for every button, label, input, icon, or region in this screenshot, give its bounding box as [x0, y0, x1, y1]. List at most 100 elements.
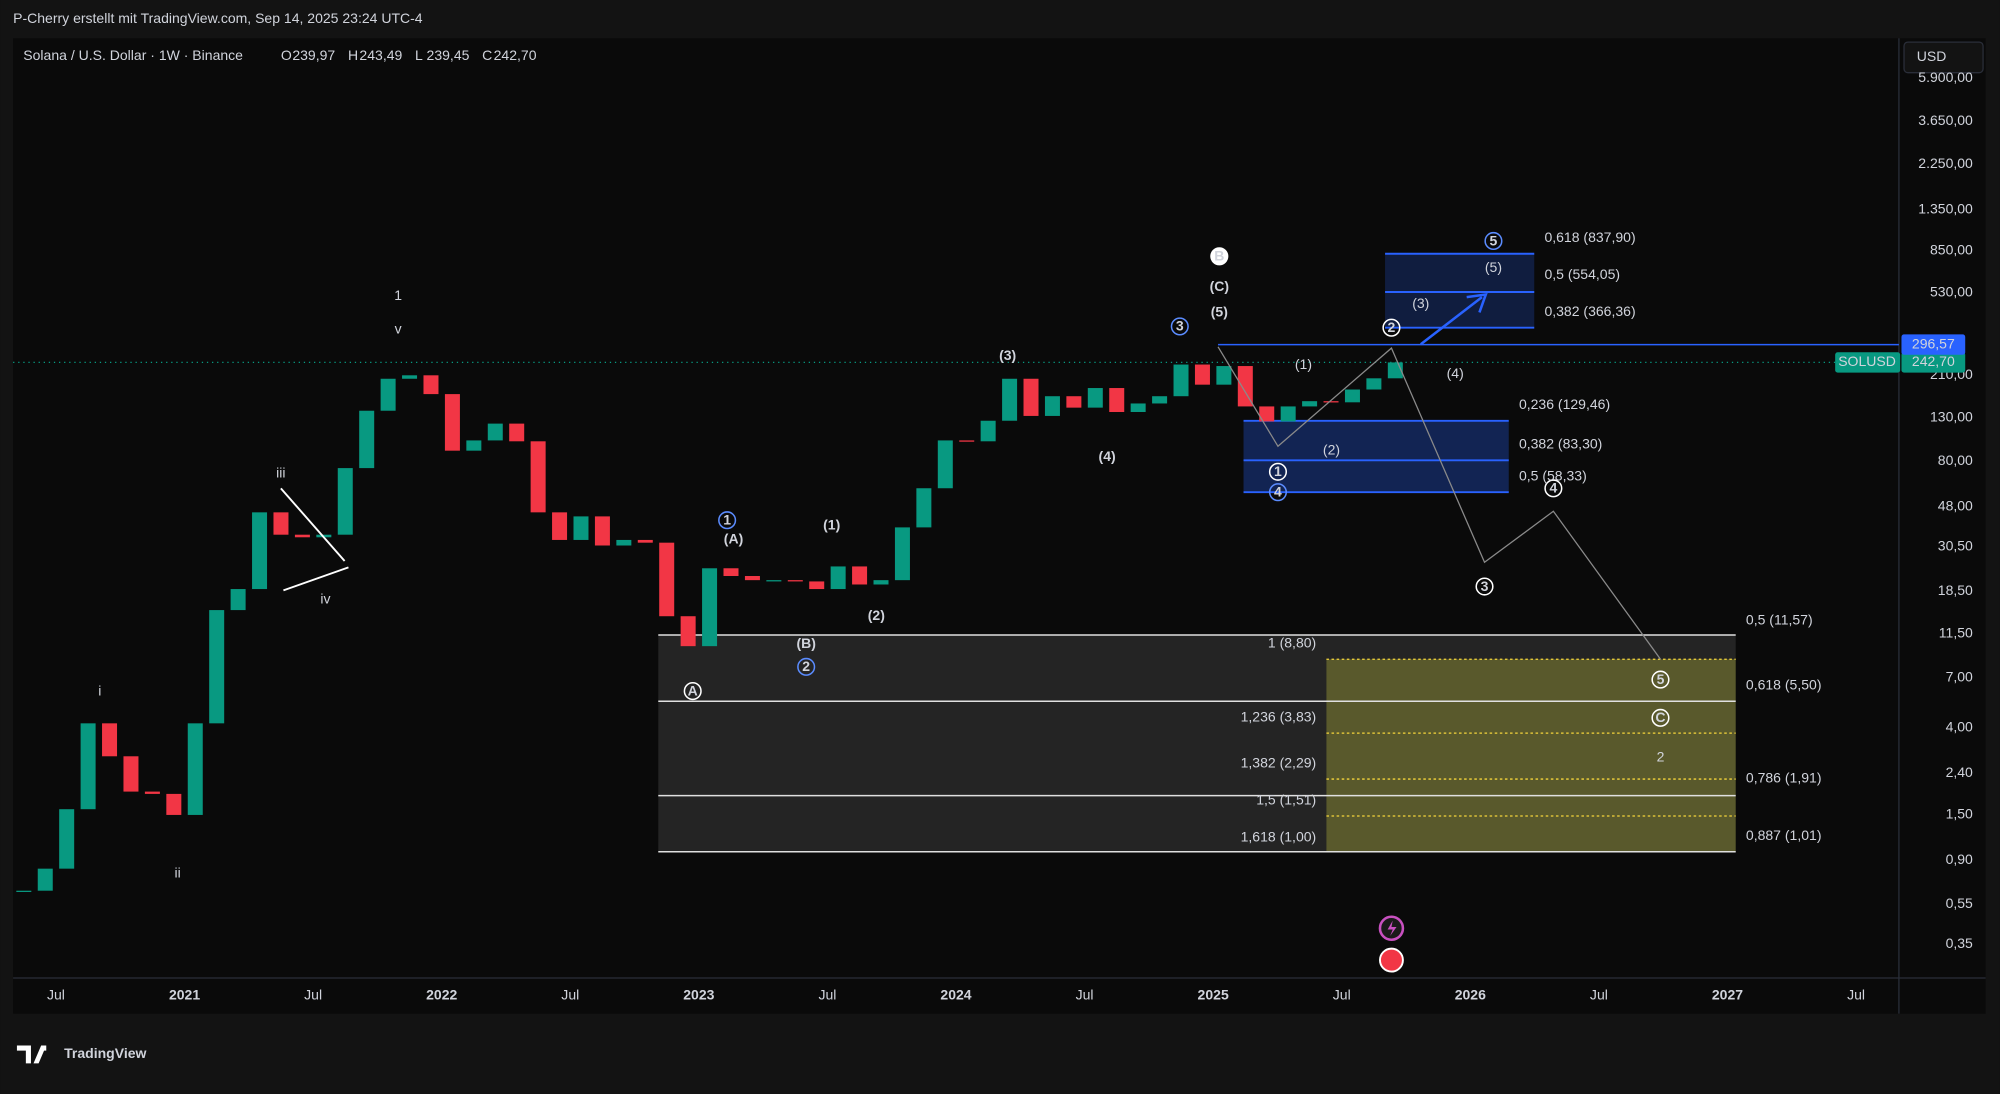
- candle: [637, 539, 653, 543]
- candle: [37, 868, 53, 891]
- x-tick-label: Jul: [1333, 987, 1351, 1003]
- y-tick-label: 18,50: [1938, 582, 1973, 598]
- x-tick-label: Jul: [304, 987, 322, 1003]
- candle: [616, 539, 632, 546]
- wave-label: 5: [1490, 232, 1498, 248]
- drawings: [280, 292, 1661, 973]
- candle: [1323, 401, 1339, 403]
- candle: [959, 440, 975, 442]
- event-icon[interactable]: [1387, 920, 1397, 936]
- candle: [1087, 388, 1103, 408]
- candle: [187, 723, 203, 815]
- fib-zone: [1243, 420, 1509, 493]
- wave-label: 3: [1176, 318, 1184, 334]
- wave-circle: [1544, 479, 1563, 498]
- currency[interactable]: USD: [1917, 48, 1947, 64]
- candle: [209, 610, 225, 724]
- triangle-line: [280, 487, 346, 562]
- candle: [166, 793, 182, 815]
- y-tick-label: 7,00: [1946, 669, 1973, 685]
- candle: [1044, 396, 1060, 416]
- ohlc-value: 239,45: [427, 47, 470, 63]
- candle: [423, 375, 439, 395]
- candle: [80, 723, 96, 810]
- fib-label: 0,618 (837,90): [1544, 229, 1635, 245]
- candle: [830, 566, 846, 590]
- ohlc-value: 239,97: [292, 47, 335, 63]
- candle: [466, 440, 482, 451]
- y-tick-label: 2,40: [1946, 764, 1973, 780]
- y-tick-label: 1,50: [1946, 806, 1973, 822]
- y-tick-label: 11,50: [1939, 624, 1973, 640]
- candle: [144, 791, 160, 794]
- attribution: P-Cherry erstellt mit TradingView.com, S…: [13, 10, 423, 26]
- fib-label: 1,236 (3,83): [1241, 709, 1317, 725]
- x-tick-label: Jul: [561, 987, 579, 1003]
- fib-label: 0,786 (1,91): [1746, 770, 1822, 786]
- candle: [1302, 401, 1318, 407]
- y-tick-label: 130,00: [1930, 409, 1973, 425]
- x-tick-label: 2025: [1198, 987, 1229, 1003]
- candle: [1023, 378, 1039, 416]
- wave-label: (5): [1485, 259, 1502, 275]
- candle: [852, 566, 868, 585]
- symbol-tag: [1835, 352, 1901, 373]
- y-tick-label: 530,00: [1930, 284, 1973, 300]
- wave-circle: [718, 511, 737, 530]
- candle: [659, 542, 675, 617]
- wave-label: (2): [1323, 441, 1340, 457]
- price-tag-label: 296,57: [1912, 335, 1955, 351]
- fib-label: 0,887 (1,01): [1746, 827, 1822, 843]
- fib-zone: [1326, 659, 1736, 852]
- wave-circle: [797, 657, 816, 676]
- wave-circle: [1170, 317, 1189, 336]
- candle: [337, 468, 353, 535]
- wave-label: 4: [1274, 484, 1282, 500]
- candle: [702, 568, 718, 647]
- candle: [487, 423, 503, 441]
- wave-circle: [683, 682, 702, 701]
- x-tick-label: Jul: [818, 987, 836, 1003]
- fib-label: 1,382 (2,29): [1241, 754, 1317, 770]
- y-tick-label: 3.650,00: [1918, 112, 1973, 128]
- candle: [594, 516, 610, 546]
- y-tick-label: 48,00: [1938, 497, 1973, 513]
- x-tick-label: Jul: [47, 987, 65, 1003]
- wave-label: (1): [823, 517, 840, 533]
- x-tick-label: 2024: [940, 987, 971, 1003]
- wave-label: A: [688, 682, 698, 698]
- x-tick-label: Jul: [1590, 987, 1608, 1003]
- fib-zone: [1385, 253, 1535, 328]
- wave-label: (5): [1211, 304, 1228, 320]
- wave-label: (B): [796, 635, 815, 651]
- economic-icon[interactable]: [1379, 947, 1404, 973]
- fib-label: 1,5 (1,51): [1256, 791, 1316, 807]
- candle: [680, 616, 696, 647]
- candle: [1280, 406, 1296, 422]
- ohlc-name: L: [415, 47, 423, 63]
- candle: [1173, 364, 1189, 397]
- y-tick-label: 0,55: [1946, 895, 1973, 911]
- wave-label: (1): [1295, 356, 1312, 372]
- fib-label: 1,618 (1,00): [1241, 828, 1317, 844]
- wave-circle: [1475, 577, 1494, 596]
- price-tag-label: 242,70: [1912, 353, 1955, 369]
- candle: [916, 488, 932, 528]
- x-tick-label: 2021: [169, 987, 200, 1003]
- wave-label: C: [1655, 709, 1665, 725]
- candle: [230, 589, 246, 611]
- wave-label: 2: [1657, 749, 1665, 765]
- candle: [252, 512, 268, 590]
- logo-mark: [16, 1045, 47, 1064]
- candle: [59, 809, 75, 869]
- y-tick-label: 850,00: [1930, 242, 1973, 258]
- x-tick-label: Jul: [1847, 987, 1865, 1003]
- wave-label: (4): [1447, 365, 1464, 381]
- candle: [873, 580, 889, 585]
- candle: [766, 580, 782, 582]
- currency-button[interactable]: [1903, 41, 1984, 74]
- fib-label: 0,382 (83,30): [1519, 436, 1602, 452]
- wave-circle: [1382, 318, 1401, 337]
- wave-circle: [1268, 462, 1288, 481]
